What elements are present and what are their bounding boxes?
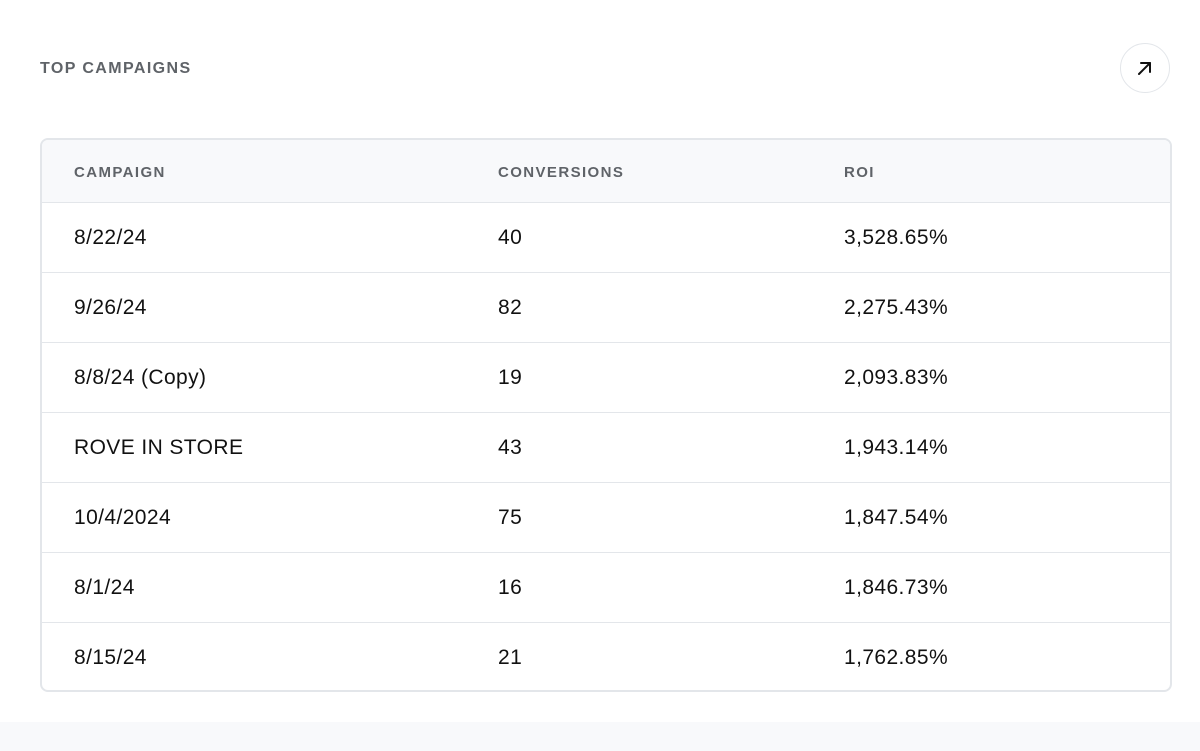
table-row[interactable]: 9/26/24 82 2,275.43% <box>42 273 1170 343</box>
conversions-cell: 16 <box>498 576 523 599</box>
campaign-cell: ROVE IN STORE <box>74 436 244 459</box>
column-header-campaign[interactable]: CAMPAIGN <box>74 164 166 181</box>
campaign-cell: 8/15/24 <box>74 646 147 669</box>
table-row[interactable]: 8/1/24 16 1,846.73% <box>42 553 1170 623</box>
conversions-cell: 43 <box>498 436 523 459</box>
campaign-cell: 8/22/24 <box>74 226 147 249</box>
roi-cell: 2,275.43% <box>844 296 949 319</box>
campaign-cell: 8/1/24 <box>74 576 135 599</box>
roi-cell: 1,762.85% <box>844 646 949 669</box>
conversions-cell: 19 <box>498 366 523 389</box>
page-background-strip <box>0 722 1200 751</box>
roi-cell: 1,846.73% <box>844 576 949 599</box>
conversions-cell: 21 <box>498 646 523 669</box>
roi-cell: 3,528.65% <box>844 226 949 249</box>
table-row[interactable]: 10/4/2024 75 1,847.54% <box>42 483 1170 553</box>
campaign-cell: 9/26/24 <box>74 296 147 319</box>
conversions-cell: 82 <box>498 296 523 319</box>
roi-cell: 1,943.14% <box>844 436 949 459</box>
campaigns-table: CAMPAIGN CONVERSIONS ROI 8/22/24 40 3,52… <box>40 138 1172 692</box>
column-header-conversions[interactable]: CONVERSIONS <box>498 164 625 181</box>
table-row[interactable]: 8/8/24 (Copy) 19 2,093.83% <box>42 343 1170 413</box>
roi-cell: 1,847.54% <box>844 506 949 529</box>
top-campaigns-card: TOP CAMPAIGNS CAMPAIGN CONVERSIONS ROI 8… <box>40 43 1172 692</box>
section-title: TOP CAMPAIGNS <box>40 60 192 77</box>
table-row[interactable]: 8/15/24 21 1,762.85% <box>42 623 1170 690</box>
conversions-cell: 40 <box>498 226 523 249</box>
expand-button[interactable] <box>1120 43 1170 93</box>
table-row[interactable]: 8/22/24 40 3,528.65% <box>42 203 1170 273</box>
roi-cell: 2,093.83% <box>844 366 949 389</box>
table-header: CAMPAIGN CONVERSIONS ROI <box>42 140 1170 203</box>
campaign-cell: 8/8/24 (Copy) <box>74 366 207 389</box>
campaign-cell: 10/4/2024 <box>74 506 172 529</box>
table-row[interactable]: ROVE IN STORE 43 1,943.14% <box>42 413 1170 483</box>
column-header-roi[interactable]: ROI <box>844 164 875 181</box>
arrow-up-right-icon <box>1138 62 1151 75</box>
conversions-cell: 75 <box>498 506 523 529</box>
